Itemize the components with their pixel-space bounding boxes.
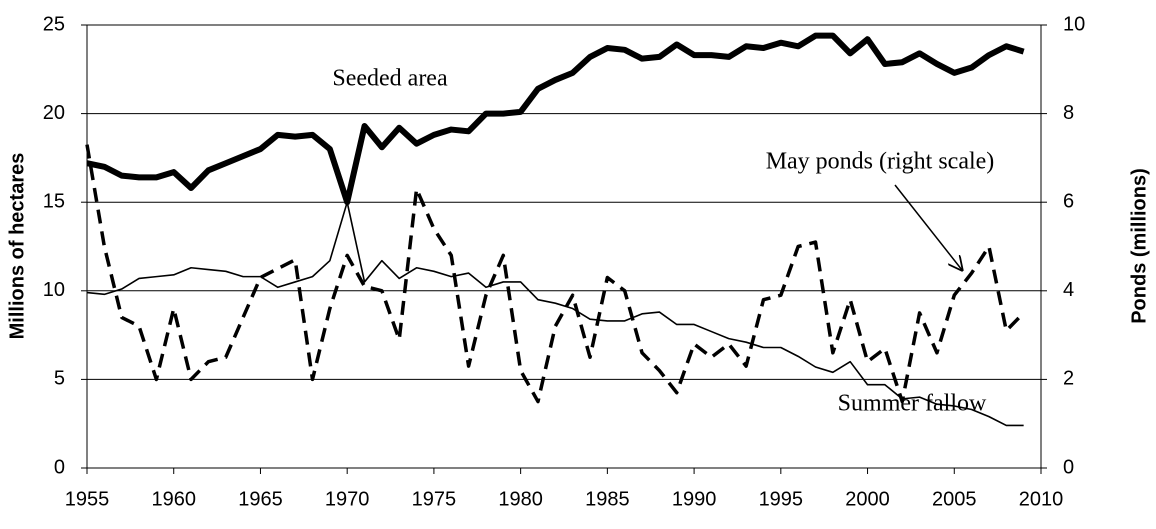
series-label: May ponds (right scale) — [766, 149, 995, 175]
x-tick-label: 1980 — [498, 488, 543, 510]
series-label: Seeded area — [332, 66, 448, 92]
series-line — [86, 32, 1025, 206]
y-tick-label: 25 — [43, 13, 65, 35]
x-tick-label: 1975 — [412, 488, 457, 510]
x-tick-label: 1995 — [759, 488, 804, 510]
x-tick-label: 2010 — [1019, 488, 1064, 510]
y2-tick-label: 10 — [1063, 13, 1085, 35]
y-tick-label: 0 — [54, 456, 65, 478]
x-tick-label: 1970 — [325, 488, 370, 510]
series-line — [86, 201, 1024, 427]
series-label: Summer fallow — [838, 391, 987, 417]
y2-tick-label: 0 — [1063, 456, 1074, 478]
x-tick-label: 1965 — [238, 488, 283, 510]
series-line — [85, 144, 1025, 404]
annotation-arrow — [894, 184, 962, 270]
y2-tick-label: 4 — [1063, 279, 1074, 301]
y-tick-label: 5 — [54, 368, 65, 390]
y2-tick-label: 2 — [1063, 368, 1074, 390]
y2-tick-label: 6 — [1063, 190, 1074, 212]
x-tick-label: 2005 — [932, 488, 977, 510]
y-tick-label: 15 — [43, 190, 65, 212]
x-tick-label: 2000 — [845, 488, 890, 510]
x-tick-label: 1985 — [585, 488, 630, 510]
y-tick-label: 10 — [43, 279, 65, 301]
y2-axis-title: Ponds (millions) — [1128, 168, 1150, 324]
x-tick-label: 1955 — [65, 488, 110, 510]
x-tick-label: 1990 — [672, 488, 717, 510]
y2-tick-label: 8 — [1063, 102, 1074, 124]
y-tick-label: 20 — [43, 102, 65, 124]
x-tick-label: 1960 — [151, 488, 196, 510]
y-axis-title: Millions of hectares — [6, 153, 28, 340]
